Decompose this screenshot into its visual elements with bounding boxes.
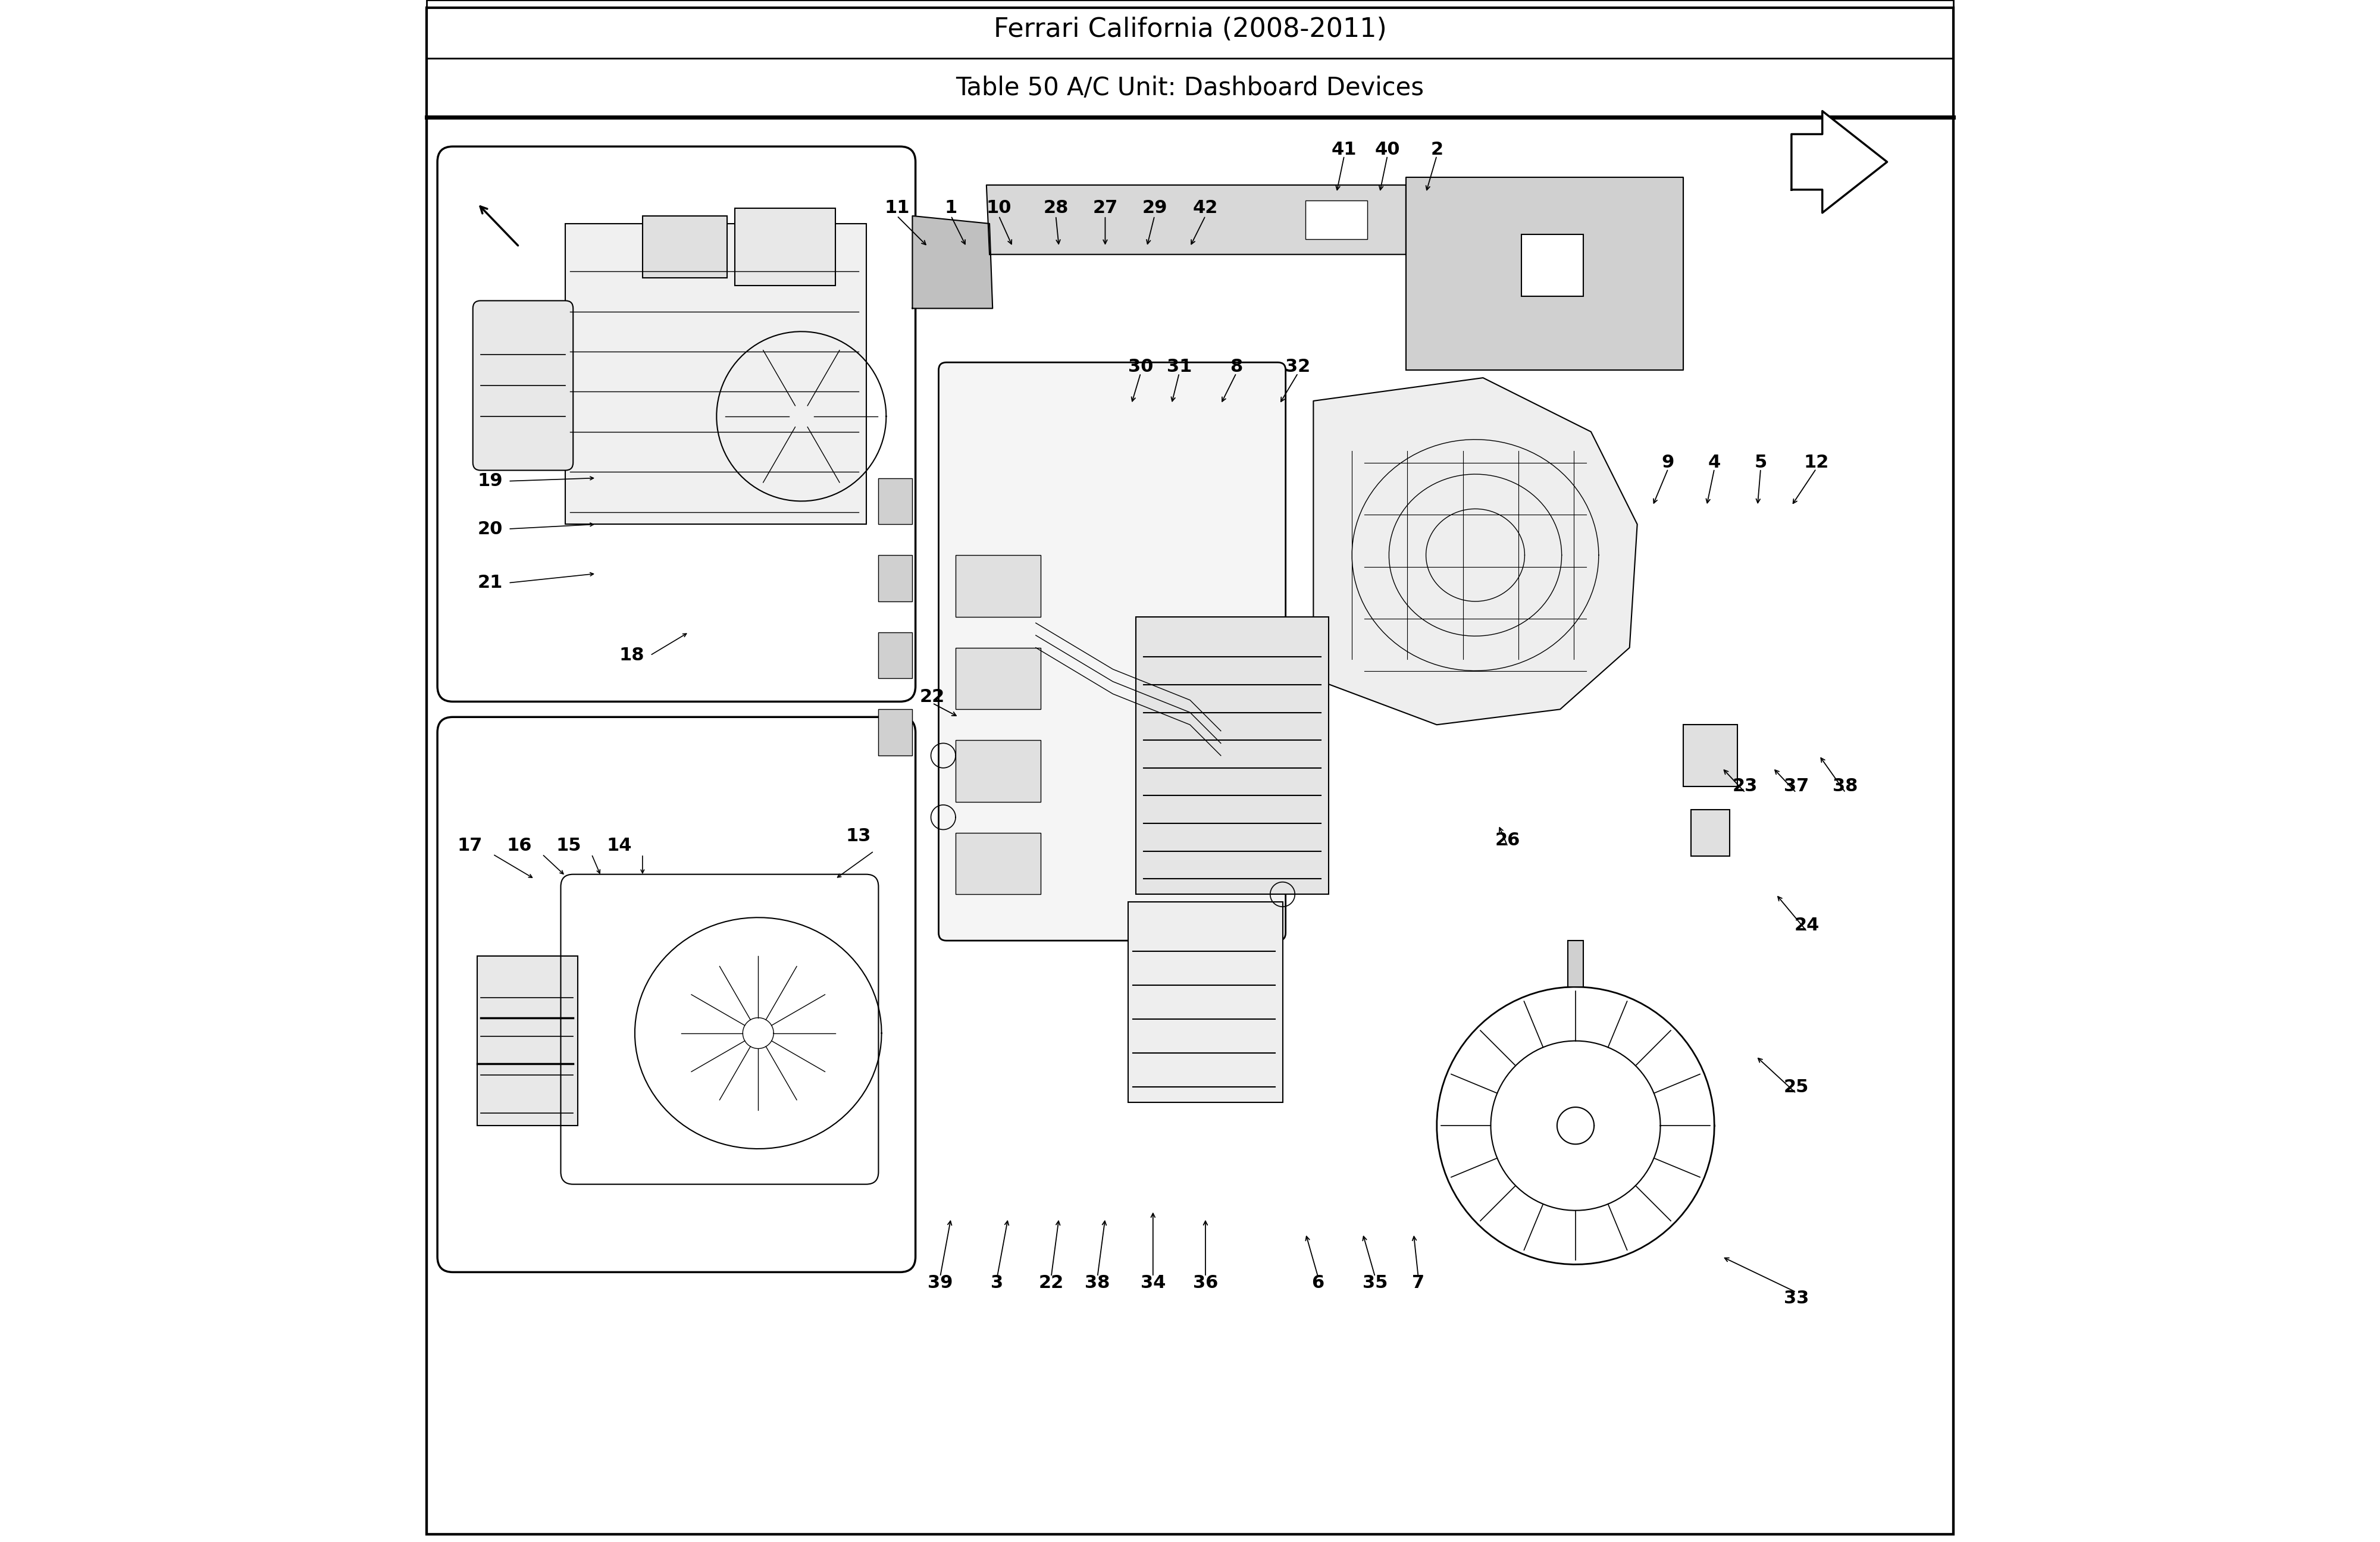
Text: 3: 3: [990, 1274, 1004, 1292]
Bar: [878, 709, 912, 756]
Bar: [1683, 725, 1737, 786]
Bar: [878, 555, 912, 601]
Bar: [1307, 200, 1368, 239]
Text: 1: 1: [945, 199, 957, 217]
Bar: [957, 740, 1040, 802]
Text: 29: 29: [1142, 199, 1166, 217]
Text: 27: 27: [1092, 199, 1119, 217]
Text: 17: 17: [457, 837, 483, 854]
FancyBboxPatch shape: [438, 717, 916, 1272]
Polygon shape: [1314, 378, 1637, 725]
Text: 4: 4: [1709, 453, 1721, 472]
Text: 36: 36: [1192, 1274, 1219, 1292]
Text: 33: 33: [1783, 1289, 1809, 1308]
Text: 9: 9: [1661, 453, 1676, 472]
Text: 32: 32: [1285, 358, 1311, 376]
Text: 8: 8: [1230, 358, 1242, 376]
Text: 34: 34: [1140, 1274, 1166, 1292]
Text: 6: 6: [1311, 1274, 1323, 1292]
Text: 21: 21: [478, 574, 502, 592]
Text: 11: 11: [885, 199, 909, 217]
Text: 12: 12: [1804, 453, 1828, 472]
Text: Table 50 A/C Unit: Dashboard Devices: Table 50 A/C Unit: Dashboard Devices: [957, 76, 1423, 100]
Text: 15: 15: [557, 837, 581, 854]
Text: 37: 37: [1783, 777, 1809, 796]
Text: 41: 41: [1330, 140, 1357, 159]
Bar: [1568, 941, 1583, 987]
Polygon shape: [912, 216, 992, 308]
Text: 5: 5: [1754, 453, 1766, 472]
Text: 25: 25: [1783, 1078, 1809, 1096]
Bar: [643, 216, 728, 278]
Text: 28: 28: [1042, 199, 1069, 217]
FancyBboxPatch shape: [474, 301, 574, 470]
Bar: [878, 632, 912, 678]
Text: 23: 23: [1733, 777, 1759, 796]
Text: Ferrari California (2008-2011): Ferrari California (2008-2011): [992, 17, 1388, 42]
Text: 30: 30: [1128, 358, 1154, 376]
Text: 39: 39: [928, 1274, 952, 1292]
Text: 22: 22: [1038, 1274, 1064, 1292]
Text: 19: 19: [478, 472, 502, 490]
Text: 20: 20: [478, 520, 502, 538]
Bar: [735, 208, 835, 285]
Text: 38: 38: [1833, 777, 1859, 796]
Text: 16: 16: [507, 837, 531, 854]
Bar: [878, 478, 912, 524]
Text: 2: 2: [1430, 140, 1442, 159]
FancyBboxPatch shape: [938, 362, 1285, 941]
Text: 31: 31: [1166, 358, 1192, 376]
Bar: [1128, 902, 1283, 1103]
Bar: [426, 59, 1954, 117]
FancyBboxPatch shape: [438, 146, 916, 702]
Bar: [1521, 234, 1583, 296]
Bar: [566, 224, 866, 524]
Text: 7: 7: [1411, 1274, 1426, 1292]
Polygon shape: [1792, 111, 1887, 213]
Text: 40: 40: [1376, 140, 1399, 159]
Polygon shape: [985, 185, 1407, 254]
Polygon shape: [1407, 177, 1683, 370]
Text: 22: 22: [921, 688, 945, 706]
Bar: [1692, 810, 1730, 856]
Text: 38: 38: [1085, 1274, 1109, 1292]
Text: 10: 10: [985, 199, 1012, 217]
Bar: [478, 956, 578, 1126]
Text: 35: 35: [1361, 1274, 1388, 1292]
Text: 14: 14: [607, 837, 633, 854]
Text: 24: 24: [1795, 916, 1818, 934]
Text: 13: 13: [845, 828, 871, 845]
Bar: [426, 0, 1954, 59]
Bar: [957, 833, 1040, 894]
Text: 42: 42: [1192, 199, 1219, 217]
Bar: [957, 648, 1040, 709]
Text: 18: 18: [619, 646, 645, 665]
Text: 26: 26: [1495, 831, 1521, 850]
Bar: [1135, 617, 1328, 894]
Bar: [957, 555, 1040, 617]
